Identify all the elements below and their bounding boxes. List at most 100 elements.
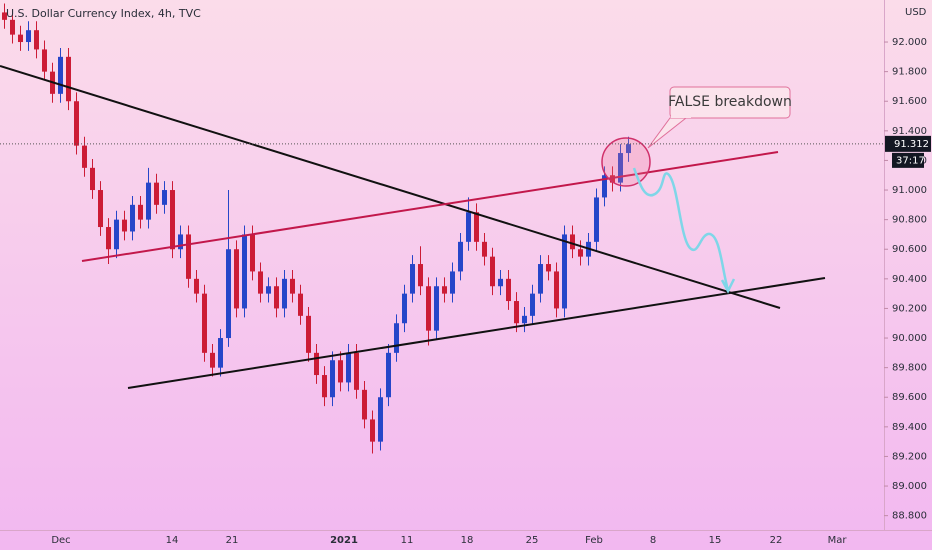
y-tick-label: 91.400: [892, 126, 927, 137]
candle-body: [322, 375, 327, 398]
candle-body: [474, 212, 479, 242]
candle-body: [346, 352, 351, 383]
y-tick-label: 90.400: [892, 274, 927, 285]
x-tick-label: 2021: [330, 535, 358, 546]
candle-body: [26, 30, 31, 43]
trendline-support: [127, 277, 826, 389]
candle-body: [170, 190, 175, 250]
candle-body: [42, 49, 47, 72]
y-tick-label: 90.600: [892, 244, 927, 255]
candle-body: [162, 190, 167, 205]
last-price-label: 91.312: [894, 139, 929, 150]
candle-body: [466, 212, 471, 242]
candle-body: [482, 241, 487, 257]
candle-body: [218, 338, 223, 368]
candle-body: [386, 352, 391, 398]
x-tick-label: 22: [770, 535, 783, 546]
candle-body: [82, 145, 87, 168]
candle-body: [370, 419, 375, 442]
candle-body: [378, 397, 383, 442]
projection-path: [632, 167, 736, 294]
y-tick-label: 88.800: [892, 511, 927, 522]
x-tick-label: 11: [401, 535, 414, 546]
candle-body: [58, 56, 63, 94]
candle-body: [234, 249, 239, 309]
x-tick-label: Mar: [828, 535, 848, 546]
x-tick-label: 25: [526, 535, 539, 546]
candle-body: [458, 241, 463, 272]
last-price-box: [885, 135, 931, 152]
candle-body: [410, 264, 415, 294]
x-tick-label: 14: [166, 535, 179, 546]
chart-title: U.S. Dollar Currency Index, 4h, TVC: [6, 7, 201, 20]
candle-body: [146, 182, 151, 220]
candle-body: [138, 204, 143, 220]
candle-body: [10, 19, 15, 35]
callout-box: [669, 86, 791, 119]
callout-text: FALSE breakdown: [668, 94, 792, 110]
y-tick-label: 90.200: [892, 303, 927, 314]
candle-body: [250, 234, 255, 272]
candle-body: [626, 144, 631, 154]
trendline-down: [0, 65, 781, 309]
candle-body: [122, 219, 127, 232]
y-tick-label: 91.800: [892, 67, 927, 78]
candle-body: [106, 227, 111, 250]
candle-body: [226, 249, 231, 339]
candle-body: [18, 34, 23, 43]
candle-body: [266, 286, 271, 294]
candle-body: [418, 264, 423, 287]
candle-body: [538, 264, 543, 294]
candle-body: [90, 167, 95, 191]
candle-body: [522, 315, 527, 324]
candle-body: [490, 256, 495, 287]
candle-body: [506, 278, 511, 302]
y-tick-label: 91.000: [892, 185, 927, 196]
candle-body: [602, 175, 607, 198]
candle-body: [362, 389, 367, 420]
candle-body: [114, 219, 119, 250]
candle-body: [210, 352, 215, 368]
candle-body: [34, 30, 39, 50]
candle-body: [578, 249, 583, 257]
candle-body: [618, 153, 623, 183]
candle-body: [434, 286, 439, 331]
candle-body: [426, 286, 431, 331]
candle-body: [610, 175, 615, 183]
candle-body: [442, 286, 447, 294]
x-tick-label: Dec: [51, 535, 70, 546]
y-tick-label: 90.800: [892, 215, 927, 226]
candle-body: [338, 360, 343, 383]
candle-body: [314, 352, 319, 376]
callout-join: [671, 110, 691, 118]
candle-body: [554, 271, 559, 309]
y-tick-label: 89.600: [892, 392, 927, 403]
candle-body: [194, 278, 199, 294]
countdown-label: 37:17: [896, 155, 925, 166]
candle-body: [306, 315, 311, 353]
candle-body: [242, 234, 247, 309]
y-tick-label: 89.400: [892, 422, 927, 433]
candle-body: [330, 360, 335, 398]
candle-body: [274, 286, 279, 309]
y-tick-label: 89.200: [892, 451, 927, 462]
candle-body: [546, 264, 551, 272]
candle-body: [354, 352, 359, 390]
candle-body: [130, 204, 135, 232]
x-tick-label: 8: [650, 535, 656, 546]
candle-body: [402, 293, 407, 324]
x-tick-label: 15: [709, 535, 722, 546]
x-tick-label: 18: [461, 535, 474, 546]
trendline-resistance: [81, 151, 779, 262]
candle-body: [450, 271, 455, 294]
candle-body: [98, 190, 103, 228]
candle-body: [514, 301, 519, 324]
candle-body: [178, 234, 183, 250]
y-tick-label: 91.600: [892, 96, 927, 107]
candle-body: [290, 278, 295, 294]
y-tick-label: 89.800: [892, 363, 927, 374]
candle-body: [282, 278, 287, 309]
candle-body: [594, 197, 599, 242]
